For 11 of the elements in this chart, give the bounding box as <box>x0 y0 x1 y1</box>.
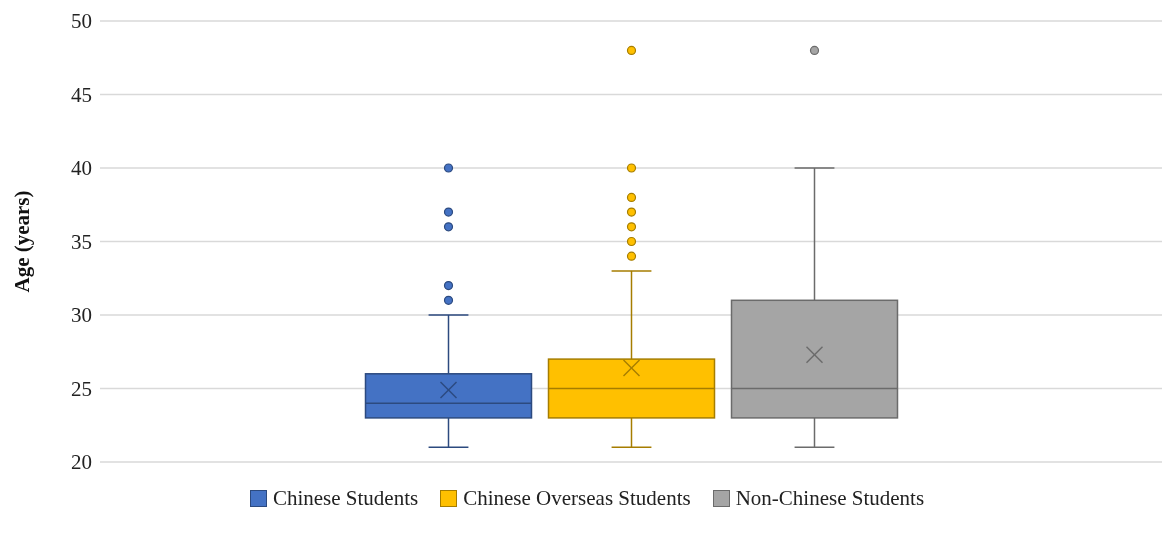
y-tick-label: 40 <box>71 156 92 181</box>
y-tick-label: 50 <box>71 9 92 34</box>
y-axis-title: Age (years) <box>10 190 35 293</box>
y-tick-label: 45 <box>71 82 92 107</box>
y-tick-label: 20 <box>71 450 92 475</box>
y-tick-label: 25 <box>71 376 92 401</box>
legend-label: Chinese Overseas Students <box>463 486 691 511</box>
legend-label: Chinese Students <box>272 486 419 511</box>
y-tick-label: 35 <box>71 229 92 254</box>
legend-label: Non-Chinese Students <box>735 486 925 511</box>
y-tick-label: 30 <box>71 303 92 328</box>
